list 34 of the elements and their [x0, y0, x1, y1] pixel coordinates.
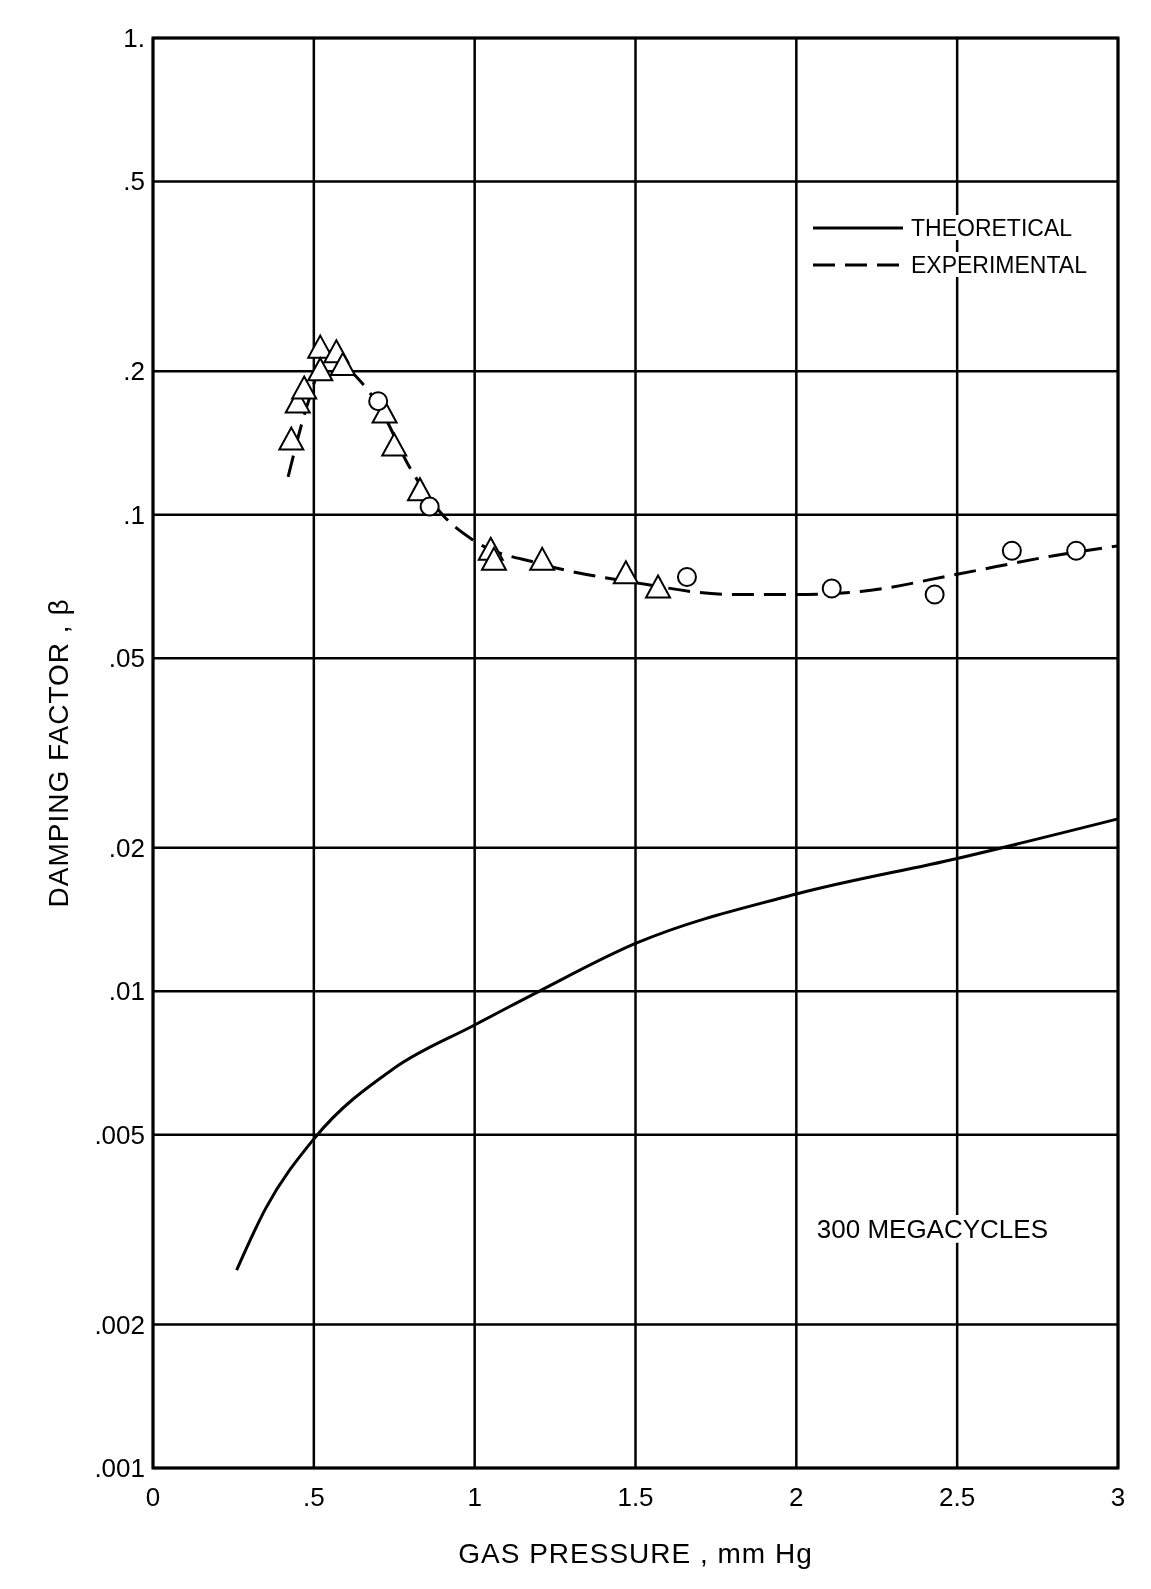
y-tick-label: 1. — [123, 23, 145, 53]
x-tick-label: 0 — [145, 1482, 161, 1512]
point — [419, 496, 440, 517]
point — [480, 546, 507, 571]
y-tick-label: .05 — [108, 643, 145, 674]
x-tick-label: 1.5 — [617, 1482, 654, 1512]
x-tick-label: 2 — [789, 1482, 804, 1512]
point — [612, 560, 639, 585]
point — [329, 352, 356, 377]
point — [645, 574, 672, 599]
point — [307, 357, 334, 382]
y-axis-title: DAMPING FACTOR , β — [43, 598, 74, 908]
x-tick-label: 3 — [1110, 1482, 1126, 1512]
y-tick-label: .001 — [94, 1453, 145, 1483]
point — [278, 426, 305, 451]
point — [1001, 540, 1022, 561]
x-tick-label: .5 — [302, 1482, 325, 1512]
x-axis-title: GAS PRESSURE , mm Hg — [458, 1538, 813, 1569]
x-tick-label: 1 — [467, 1482, 482, 1512]
point — [924, 584, 945, 605]
y-tick-label: .002 — [94, 1309, 145, 1340]
y-tick-label: .2 — [123, 356, 145, 387]
point — [529, 546, 556, 571]
y-tick-label: .02 — [108, 832, 145, 863]
point — [381, 432, 408, 457]
point — [676, 567, 697, 587]
point — [821, 578, 842, 599]
x-tick-label: 2.5 — [939, 1482, 976, 1512]
y-tick-label: .5 — [123, 166, 145, 197]
y-tick-label: .1 — [123, 499, 145, 530]
y-tick-label: .01 — [108, 976, 145, 1007]
point — [291, 375, 318, 400]
y-tick-label: .005 — [94, 1119, 145, 1150]
point — [1066, 540, 1087, 561]
